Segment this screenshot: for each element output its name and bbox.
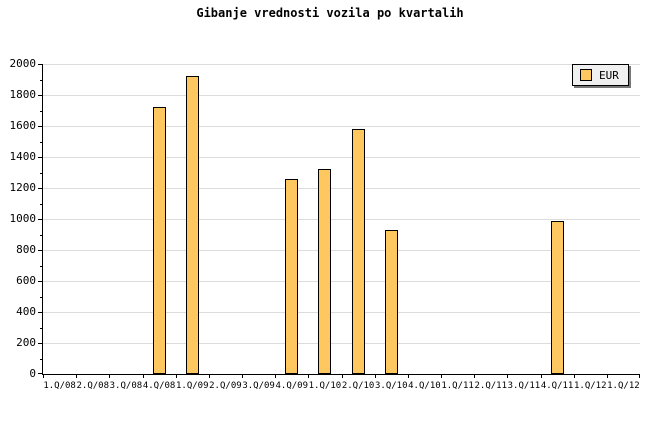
x-axis-tick	[341, 374, 343, 378]
x-axis-tick	[639, 374, 640, 378]
gridline	[43, 126, 640, 127]
x-axis-tick-label: 2.Q/09	[209, 381, 242, 391]
x-axis-tick-label: 1.Q/10	[308, 381, 342, 391]
y-axis-minor-tick	[40, 234, 43, 236]
chart-title: Gibanje vrednosti vozila po kvartalih	[196, 6, 464, 20]
x-axis-tick	[308, 374, 310, 378]
bar	[152, 107, 166, 374]
y-axis-tick-label: 1600	[9, 119, 37, 132]
x-axis-tick-label: 4.Q/11	[540, 381, 574, 391]
y-axis-major-tick	[38, 157, 43, 158]
x-axis-tick	[540, 374, 542, 378]
gridline	[43, 157, 640, 158]
bar	[384, 229, 398, 374]
y-axis-tick-label: 400	[16, 305, 36, 318]
y-axis-minor-tick	[40, 110, 43, 112]
bar	[285, 178, 299, 374]
y-axis-major-tick	[38, 219, 43, 220]
x-axis-tick-label: 1.Q/09	[175, 381, 209, 391]
gridline	[43, 312, 640, 313]
y-axis-major-tick	[38, 281, 43, 282]
x-axis-tick-label: 2.Q/11	[474, 381, 507, 391]
x-axis-tick	[573, 374, 575, 378]
y-axis-minor-tick	[40, 172, 43, 174]
x-axis-tick-label: 2.Q/08	[76, 381, 109, 391]
y-axis-minor-tick	[40, 296, 43, 298]
y-axis-major-tick	[38, 343, 43, 344]
legend-label: EUR	[599, 68, 619, 82]
x-axis-tick	[474, 374, 476, 378]
legend[interactable]: EUR	[572, 64, 629, 86]
y-axis-minor-tick	[40, 327, 43, 329]
x-axis-tick-label: 1.Q/12	[573, 381, 607, 391]
bar	[351, 129, 365, 374]
y-axis-tick-label: 200	[16, 336, 36, 349]
y-axis-major-tick	[38, 188, 43, 189]
x-axis-tick	[374, 374, 376, 378]
y-axis-major-tick	[38, 312, 43, 313]
y-axis-tick-label: 1400	[9, 150, 37, 163]
gridline	[43, 250, 640, 251]
x-axis-tick	[407, 374, 409, 378]
x-axis-tick-label: 3.Q/08	[109, 381, 143, 391]
y-axis-major-tick	[38, 373, 43, 374]
bar	[185, 76, 199, 374]
y-axis-minor-tick	[40, 79, 43, 81]
x-axis-tick	[507, 374, 509, 378]
x-axis-tick-label: 3.Q/11	[507, 381, 541, 391]
x-axis-tick-label: 4.Q/08	[142, 381, 176, 391]
y-axis-minor-tick	[40, 141, 43, 143]
y-axis-minor-tick	[40, 265, 43, 267]
y-axis-tick-label: 1200	[9, 181, 37, 194]
y-axis-tick-label: 800	[16, 243, 36, 256]
x-axis-tick-label: 1.Q/08	[43, 381, 76, 391]
x-axis-tick	[109, 374, 111, 378]
x-axis-tick-label: 2.Q/10	[341, 381, 375, 391]
y-axis-major-tick	[38, 64, 43, 65]
legend-swatch-eur-icon	[580, 69, 592, 81]
gridline	[43, 343, 640, 344]
y-axis-tick-label: 600	[16, 274, 36, 287]
y-axis-minor-tick	[40, 358, 43, 360]
y-axis-tick-label: 1800	[9, 88, 37, 101]
gridline	[43, 95, 640, 96]
y-axis-tick-label: 1000	[9, 212, 37, 225]
gridline	[43, 64, 640, 65]
y-axis-minor-tick	[40, 203, 43, 205]
x-axis-tick	[43, 374, 44, 378]
x-axis-tick	[275, 374, 277, 378]
y-axis-major-tick	[38, 95, 43, 96]
plot-area: 0 200 400 600 800 1000 1200 1400 1600 1800 2000 1.Q…	[10, 58, 640, 391]
x-axis-tick	[76, 374, 78, 378]
bar	[550, 220, 564, 374]
y-axis-tick-label: 2000	[9, 57, 37, 70]
x-axis-tick	[208, 374, 210, 378]
gridline	[43, 219, 640, 220]
x-axis-tick	[175, 374, 177, 378]
y-axis-major-tick	[38, 126, 43, 127]
x-axis-tick-label: 1.Q/12	[607, 381, 640, 391]
x-axis-tick-label: 1.Q/11	[441, 381, 474, 391]
x-axis-tick-label: 3.Q/10	[374, 381, 408, 391]
x-axis-tick	[242, 374, 243, 378]
x-axis-tick	[142, 374, 144, 378]
gridline	[43, 188, 640, 189]
x-axis-tick	[606, 374, 608, 378]
x-axis-tick	[441, 374, 442, 378]
y-axis-major-tick	[38, 250, 43, 251]
x-axis-tick-label: 3.Q/09	[242, 381, 275, 391]
gridline	[43, 281, 640, 282]
y-axis-tick-label: 0	[29, 367, 36, 380]
x-axis-tick-label: 4.Q/09	[275, 381, 308, 391]
bar	[318, 169, 332, 374]
x-axis-tick-label: 4.Q/10	[408, 381, 441, 391]
